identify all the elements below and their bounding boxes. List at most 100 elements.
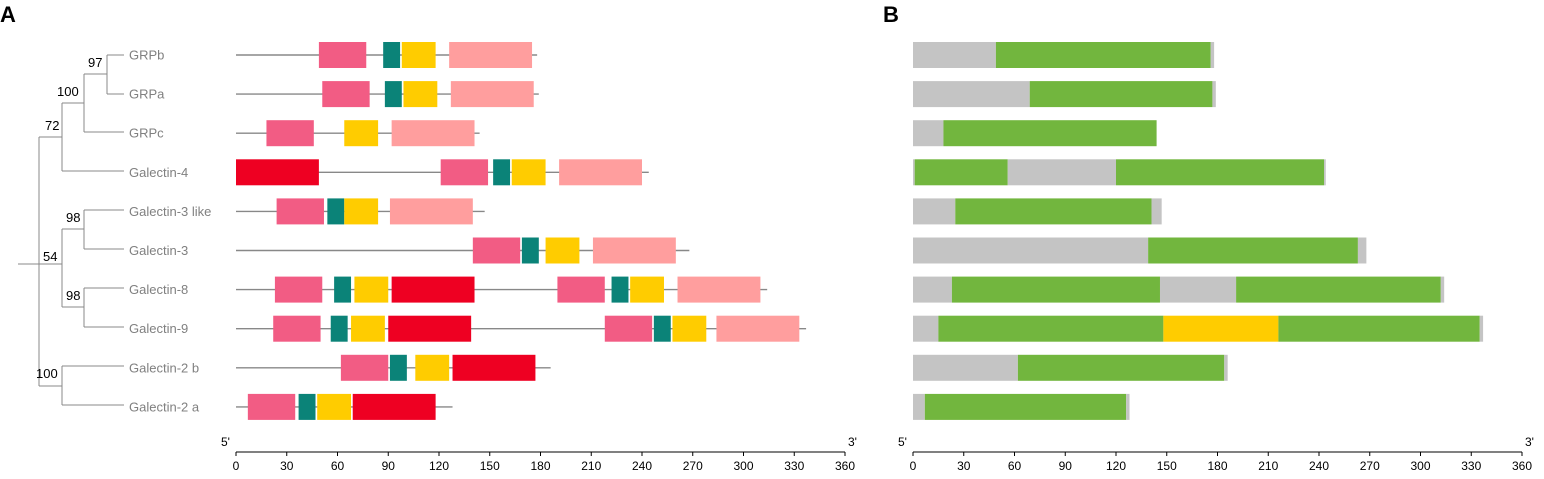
structure-row-galectin-9 [913,315,1484,342]
axis-tick-label: 360 [835,459,855,473]
motif-yellow-box [403,81,438,108]
motif-red-box [388,315,472,342]
motif-pink-box [247,393,296,420]
struct-gray-segment [1224,354,1228,381]
axis-tick-label: 210 [1258,459,1278,473]
motif-teal-box [653,315,671,342]
axis-tick-label: 30 [957,459,971,473]
structure-row-galectin-3-like [913,198,1162,225]
motif-teal-box [327,198,345,225]
structure-row-galectin-3 [913,237,1367,264]
bootstrap-label: 72 [45,118,59,133]
motif-row-grpa [236,81,539,108]
motif-pink-box [273,315,321,342]
struct-green-segment [1278,315,1480,342]
struct-gray-segment [1440,276,1445,303]
struct-green-segment [1236,276,1441,303]
struct-green-segment [938,315,1164,342]
gene-label-galectin-9: Galectin-9 [129,321,188,336]
struct-green-segment [1148,237,1358,264]
motif-teal-box [389,354,407,381]
struct-green-segment [995,42,1211,68]
motif-pink-box [266,120,314,147]
motif-teal-box [384,81,402,108]
axis-end-label: 3' [848,435,857,449]
motif-row-galectin-2-b [236,354,551,381]
axis-start-label: 5' [898,435,907,449]
bootstrap-label: 98 [66,210,80,225]
struct-green-segment [1029,81,1213,108]
motif-yellow-box [415,354,450,381]
axis-tick-label: 360 [1512,459,1532,473]
motif-teal-box [493,159,511,186]
motif-pink-box [274,276,323,303]
motif-yellow-box [545,237,580,264]
motif-pink-box [557,276,605,303]
gene-label-grpc: GRPc [129,126,164,141]
struct-gray-segment [913,159,915,186]
motif-row-galectin-9 [236,315,807,342]
struct-gray-segment [1210,42,1215,68]
struct-green-segment [943,120,1157,147]
struct-gray-segment [1324,159,1326,186]
motif-pink-box [440,159,489,186]
axis-tick-label: 120 [429,459,449,473]
axis-tick-label: 330 [1461,459,1481,473]
motif-row-galectin-3-like [236,198,485,225]
axis-tick-label: 0 [910,459,917,473]
bootstrap-label: 54 [43,249,57,264]
motif-yellow-box [351,315,385,342]
panel-label-a: A [0,2,16,27]
struct-gray-segment [913,276,952,303]
axis-tick-label: 270 [683,459,703,473]
motif-pink-box [340,354,389,381]
struct-gray-segment [913,315,939,342]
structure-row-galectin-2-a [913,393,1130,420]
gene-label-galectin-2-a: Galectin-2 a [129,399,200,414]
motif-row-galectin-3 [236,237,690,264]
motif-row-grpc [236,120,480,147]
axis-tick-label: 270 [1360,459,1380,473]
motif-teal-box [330,315,348,342]
motif-teal-box [334,276,352,303]
panel-label-b: B [883,2,899,27]
struct-green-segment [1116,159,1325,186]
axis-tick-label: 60 [331,459,345,473]
axis-tick-label: 300 [733,459,753,473]
axis-tick-label: 240 [632,459,652,473]
gene-label-galectin-3-like: Galectin-3 like [129,204,211,219]
axis-tick-label: 90 [1059,459,1073,473]
gene-label-galectin-2-b: Galectin-2 b [129,360,199,375]
struct-gray-segment [1479,315,1484,342]
struct-gray-segment [913,42,996,68]
struct-gray-segment [1007,159,1116,186]
axis-tick-label: 150 [1157,459,1177,473]
struct-gray-segment [913,237,1149,264]
motif-yellow-box [344,120,379,147]
struct-gray-segment [913,198,956,225]
axis-tick-label: 0 [233,459,240,473]
phylogenetic-tree [18,54,124,406]
struct-gray-segment [1159,276,1237,303]
axis-tick-label: 210 [581,459,601,473]
motif-salmon-box [391,120,475,147]
axis-start-label: 5' [221,435,230,449]
axis-tick-label: 120 [1106,459,1126,473]
axis-end-label: 3' [1525,435,1534,449]
struct-gray-segment [913,120,944,147]
gene-labels: GRPb GRPa GRPc Galectin-4 Galectin-3 like Gal… [129,48,211,415]
axis-tick-label: 60 [1008,459,1022,473]
axis-tick-label: 30 [280,459,294,473]
struct-gray-segment [1357,237,1367,264]
axis-tick-label: 330 [784,459,804,473]
struct-gray-segment [913,81,1030,108]
structure-row-galectin-4 [913,159,1326,186]
gene-label-galectin-4: Galectin-4 [129,165,188,180]
motif-teal-box [298,393,316,420]
motif-pink-box [604,315,653,342]
structure-row-grpc [913,120,1157,147]
axis-tick-label: 150 [480,459,500,473]
motif-yellow-box [511,159,546,186]
axis-tick-label: 90 [382,459,396,473]
